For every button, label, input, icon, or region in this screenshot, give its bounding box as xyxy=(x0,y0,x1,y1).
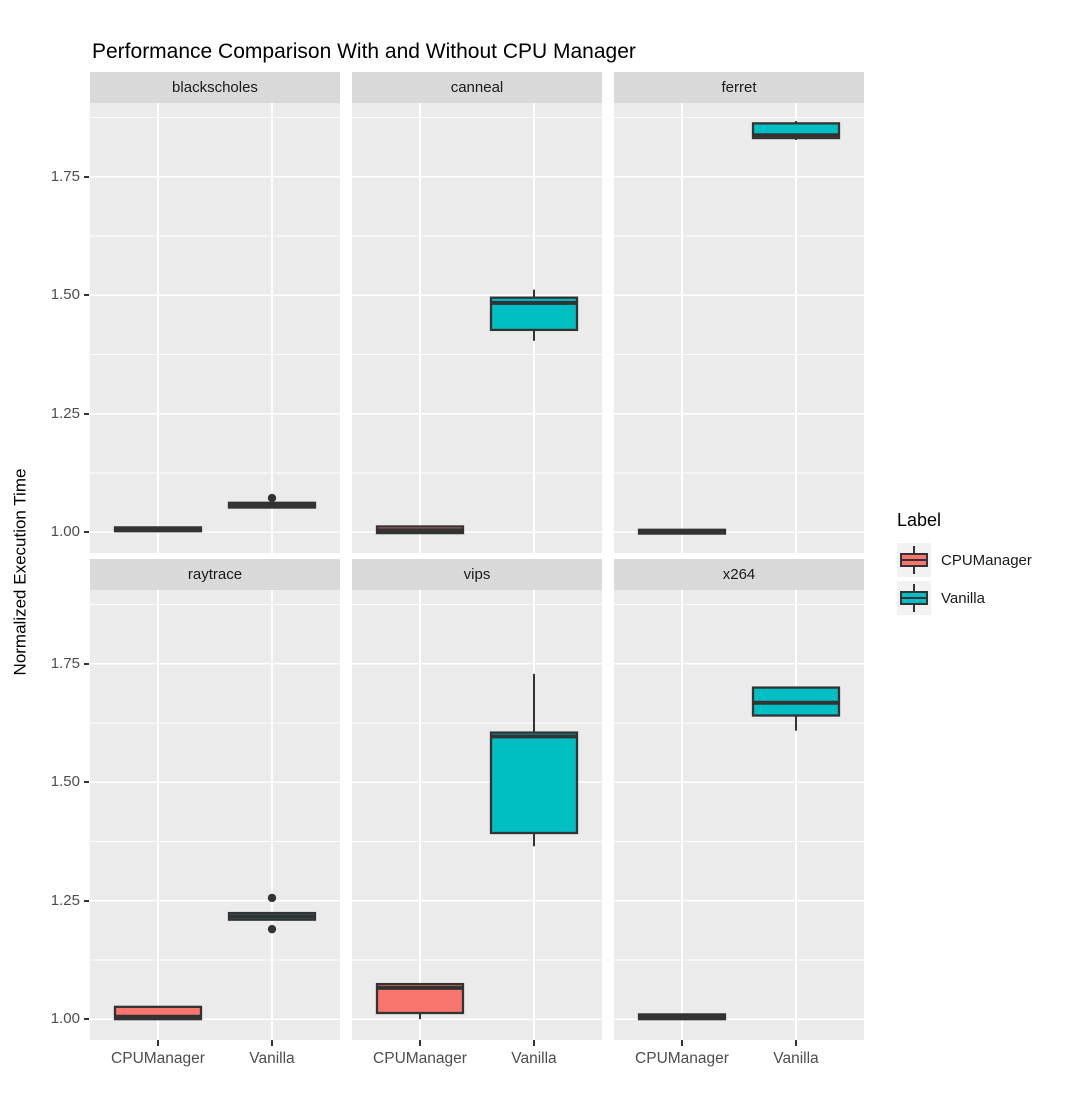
boxplot-x264-CPUManager xyxy=(637,1013,727,1021)
legend-key-boxplot-icon xyxy=(897,581,931,615)
x-tick-mark xyxy=(157,1040,159,1046)
x-tick-label: Vanilla xyxy=(511,1050,557,1067)
y-tick-label: 1.25 xyxy=(50,404,80,422)
x-tick-label: Vanilla xyxy=(773,1050,819,1067)
x-tick-mark xyxy=(533,1040,535,1046)
y-tick-mark xyxy=(84,662,89,665)
y-tick-mark xyxy=(84,294,89,297)
legend-items: CPUManager Vanilla xyxy=(897,543,1032,615)
legend-title: Label xyxy=(897,510,942,530)
facet-panel-canneal xyxy=(352,103,602,553)
gridlines xyxy=(614,590,864,1040)
x-tick-label: CPUManager xyxy=(635,1050,729,1067)
y-tick-mark xyxy=(84,899,89,902)
y-tick-label: 1.50 xyxy=(50,286,80,304)
y-tick-mark xyxy=(84,1018,89,1021)
x-tick-label: CPUManager xyxy=(373,1050,467,1067)
x-tick-label: Vanilla xyxy=(249,1050,295,1067)
y-tick-mark xyxy=(84,531,89,534)
facet-panel-ferret xyxy=(614,103,864,553)
y-tick-mark xyxy=(84,175,89,178)
y-tick-label: 1.50 xyxy=(50,773,80,791)
facet-strip-label: blackscholes xyxy=(172,79,258,96)
facet-strip-label: canneal xyxy=(450,79,504,96)
facet-panel-x264 xyxy=(614,590,864,1040)
boxplot-raytrace-Vanilla xyxy=(227,893,317,934)
y-tick-label: 1.00 xyxy=(50,523,80,541)
outlier-point xyxy=(267,924,277,934)
x-tick-mark xyxy=(419,1040,421,1046)
boxplot-blackscholes-Vanilla xyxy=(227,493,317,509)
boxplot-blackscholes-CPUManager xyxy=(113,526,203,533)
facet-strip-canneal: canneal xyxy=(352,72,602,103)
facet-strip-vips: vips xyxy=(352,559,602,590)
x-tick-mark xyxy=(271,1040,273,1046)
y-axis-title: Normalized Execution Time xyxy=(10,468,30,675)
legend-item-label: Vanilla xyxy=(941,589,985,607)
boxplot-vips-Vanilla xyxy=(489,673,579,847)
y-tick-mark xyxy=(84,781,89,784)
boxplot-x264-Vanilla xyxy=(751,686,841,731)
facet-strip-ferret: ferret xyxy=(614,72,864,103)
boxplot-canneal-Vanilla xyxy=(489,289,579,341)
facet-strip-label: vips xyxy=(463,566,491,583)
x-tick-label: CPUManager xyxy=(111,1050,205,1067)
facet-strip-x264: x264 xyxy=(614,559,864,590)
chart-title: Performance Comparison With and Without … xyxy=(92,40,636,63)
facet-strip-label: raytrace xyxy=(187,566,243,583)
outlier-point xyxy=(267,493,277,503)
gridlines xyxy=(614,103,864,553)
legend-key-boxplot-icon xyxy=(897,543,931,577)
facet-strip-blackscholes: blackscholes xyxy=(90,72,340,103)
boxplot-canneal-CPUManager xyxy=(375,525,465,535)
y-tick-mark xyxy=(84,412,89,415)
outlier-point xyxy=(267,893,277,903)
legend-item-label: CPUManager xyxy=(941,551,1032,569)
y-tick-label: 1.75 xyxy=(50,654,80,672)
facet-strip-label: x264 xyxy=(722,566,756,583)
x-tick-mark xyxy=(681,1040,683,1046)
legend: Label CPUManager Vanilla xyxy=(897,510,1032,619)
gridlines xyxy=(90,103,340,553)
boxplot-ferret-Vanilla xyxy=(751,121,841,140)
boxplot-ferret-CPUManager xyxy=(637,528,727,535)
facet-panel-raytrace xyxy=(90,590,340,1040)
boxplot-vips-CPUManager xyxy=(375,982,465,1020)
y-tick-label: 1.00 xyxy=(50,1010,80,1028)
y-tick-label: 1.25 xyxy=(50,891,80,909)
legend-item-Vanilla: Vanilla xyxy=(897,581,1032,615)
facet-panel-vips xyxy=(352,590,602,1040)
legend-item-CPUManager: CPUManager xyxy=(897,543,1032,577)
gridlines xyxy=(90,590,340,1040)
y-tick-label: 1.75 xyxy=(50,167,80,185)
x-tick-mark xyxy=(795,1040,797,1046)
facet-strip-raytrace: raytrace xyxy=(90,559,340,590)
facet-panel-blackscholes xyxy=(90,103,340,553)
boxplot-raytrace-CPUManager xyxy=(113,1005,203,1021)
facet-strip-label: ferret xyxy=(721,79,757,96)
